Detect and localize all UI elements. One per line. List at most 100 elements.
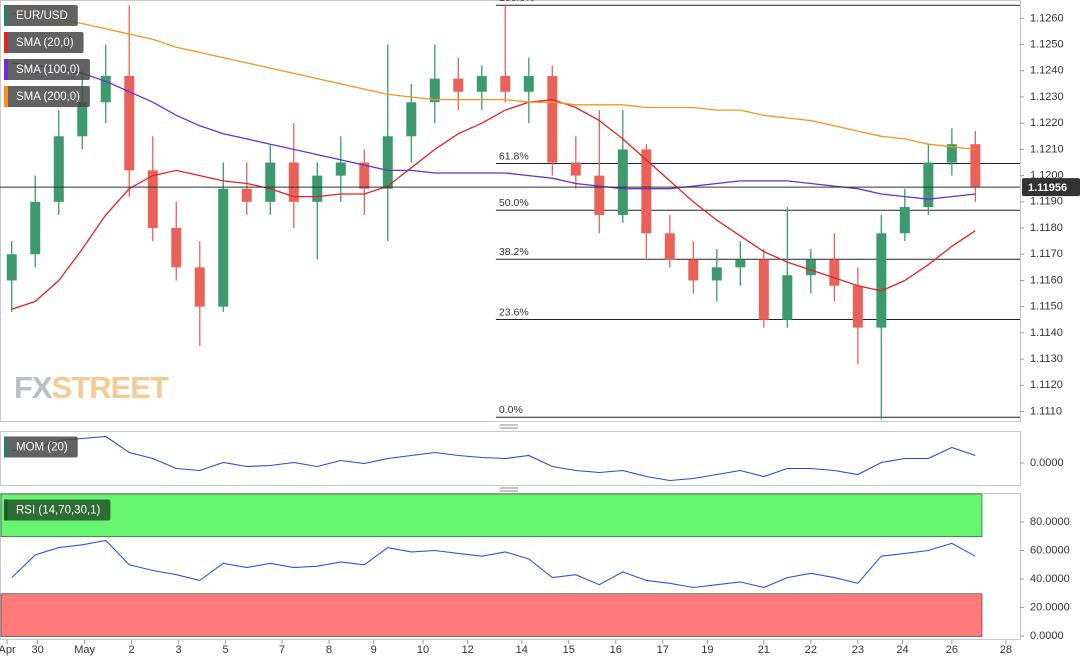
y-tick-label: 20.0000 [1030,601,1070,613]
candle-body [805,259,816,276]
x-tick-label: 15 [563,644,575,656]
candle-body [359,162,370,189]
legend-box-bg [4,86,90,107]
x-tick-label: 16 [610,644,622,656]
candle-body [711,267,722,281]
candle-body [594,175,605,215]
legend-box: EUR/USD [4,5,78,26]
candle-body [570,162,581,176]
candle-body [923,162,934,208]
series-line [11,98,976,310]
y-tick-label: 1.1140 [1030,327,1063,339]
y-tick-label: 0.0000 [1030,630,1064,642]
fib-level-label: 23.6% [499,306,529,318]
fib-level-label: 50.0% [499,197,529,209]
legend-box: SMA (20,0) [4,32,84,53]
candle-body [335,162,346,176]
y-tick-label: 40.0000 [1030,573,1070,585]
candle-body [218,188,229,307]
watermark-part: STREET [52,370,169,405]
y-tick-label: 1.1180 [1030,222,1063,234]
legend-box: RSI (14,70,30,1) [4,499,111,521]
panel-handle[interactable] [500,424,518,429]
x-tick-label: 9 [371,644,377,656]
candle-body [265,162,276,202]
legend-box-bg [4,436,78,458]
fib-level-label: 38.2% [499,246,529,258]
candle-body [641,149,652,234]
y-tick-label: 1.1260 [1030,12,1064,24]
candle-body [124,76,135,171]
y-tick-label: 1.1120 [1030,379,1063,391]
legend-label: SMA (200,0) [16,91,80,103]
candle-body [312,175,323,202]
x-tick-label: 17 [657,644,669,656]
x-tick-label: 30 [31,644,43,656]
candle-body [852,285,863,328]
candle-body [523,76,534,92]
candle-body [100,76,111,103]
y-tick-label: 1.1110 [1030,405,1062,417]
x-tick-label: 8 [326,644,332,656]
candle-body [688,259,699,281]
series-line [11,539,976,589]
legend-label: EUR/USD [16,10,68,22]
x-tick-label: 12 [462,644,474,656]
rsi-panel-frame [0,493,1021,640]
candle-body [829,259,840,286]
candle-body [876,233,887,328]
candle-body [382,136,393,189]
y-tick-label: 1.1170 [1030,248,1063,260]
x-tick-label: 14 [516,644,528,656]
legend-box-bg [4,499,111,521]
candle-body [288,162,299,202]
fib-level-label: 0.0% [499,404,523,416]
main-panel-frame [0,0,1021,422]
candle-body [664,233,675,260]
y-tick-label: 1.1150 [1030,301,1063,313]
x-tick-label: 5 [223,644,229,656]
legend-color-strip [4,86,8,107]
x-tick-label: 2 [129,644,135,656]
series-line [11,62,976,200]
candle-body [453,78,464,92]
panel-handle[interactable] [500,487,518,492]
y-tick-label: 1.1250 [1030,38,1064,50]
fib-level-label: 100.0% [499,0,535,4]
legend-color-strip [4,59,8,80]
series-line [11,435,976,482]
fib-level-label: 61.8% [499,150,529,162]
candle-body [30,201,41,255]
x-tick-label: 28 [1000,644,1012,656]
candle-body [899,207,910,234]
candle-body [758,259,769,320]
legend-label: SMA (20,0) [16,37,74,49]
watermark: FXSTREET [14,370,169,405]
legend-box: SMA (200,0) [4,86,90,107]
y-tick-label: 0.0000 [1030,457,1064,469]
mom-panel-frame [0,431,1021,486]
candle-body [547,76,558,163]
candle-body [77,102,88,137]
y-tick-label: 1.1240 [1030,65,1064,77]
x-tick-label: 7 [279,644,285,656]
watermark-part: FX [14,370,53,405]
x-tick-label: 19 [701,644,713,656]
x-tick-label: 3 [176,644,182,656]
candle-body [53,136,64,202]
y-tick-label: 1.1130 [1030,353,1063,365]
y-tick-label: 1.1210 [1030,143,1064,155]
y-tick-label: 1.1190 [1030,196,1063,208]
candle-body [617,149,628,215]
legend-box: SMA (100,0) [4,59,90,80]
legend-color-strip [4,5,8,26]
legend-color-strip [4,32,8,53]
candle-body [241,188,252,202]
series-line [11,12,976,151]
y-tick-label: 1.1160 [1030,274,1063,286]
x-tick-label: 22 [805,644,817,656]
legend-label: MOM (20) [16,442,68,454]
candle-body [171,228,182,268]
